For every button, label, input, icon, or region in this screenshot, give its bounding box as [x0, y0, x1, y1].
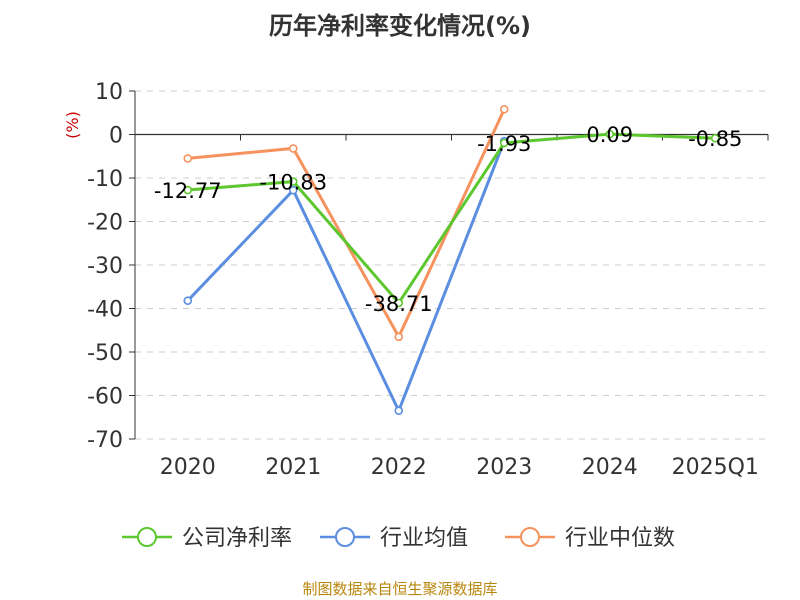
series-0: [183, 129, 720, 308]
y-tick-label: -20: [87, 211, 123, 236]
y-tick-label: -50: [87, 341, 123, 366]
y-tick-label: -60: [87, 385, 123, 410]
y-tick-label: -10: [87, 167, 123, 192]
data-point: [288, 144, 298, 153]
legend-item-1[interactable]: 行业均值: [320, 526, 468, 551]
y-axis-unit-label: (%): [63, 111, 82, 139]
data-point: [499, 104, 509, 114]
data-point: [394, 406, 404, 416]
data-point: [710, 133, 720, 143]
legend-swatch-icon: [520, 527, 540, 547]
x-tick-label: 2025Q1: [672, 455, 759, 480]
data-point: [183, 296, 193, 305]
x-tick-label: 2020: [160, 455, 216, 480]
chart-title: 历年净利率变化情况(%): [269, 12, 531, 40]
data-point: [499, 138, 509, 148]
series-2: [183, 104, 509, 342]
x-tick-label: 2022: [371, 455, 427, 480]
y-tick-label: 10: [95, 80, 123, 105]
series-line: [186, 140, 506, 413]
data-label: -38.71: [365, 292, 433, 316]
data-label: -12.77: [154, 179, 222, 203]
y-tick-label: -40: [87, 298, 123, 323]
data-point: [288, 185, 298, 195]
data-point: [183, 185, 193, 195]
series-1: [183, 136, 509, 416]
legend-swatch-icon: [335, 527, 355, 547]
data-point: [394, 298, 404, 308]
source-note: 制图数据来自恒生聚源数据库: [302, 580, 497, 598]
data-point: [183, 154, 193, 163]
series-line: [187, 132, 716, 305]
legend-label: 公司净利率: [182, 526, 292, 551]
y-tick-label: -30: [87, 254, 123, 279]
data-labels: -12.77 -10.83 -38.71 -1.93 0.09 -0.85: [154, 123, 743, 316]
legend-item-2[interactable]: 行业中位数: [505, 526, 675, 551]
data-label: -1.93: [477, 132, 531, 156]
data-point: [605, 129, 615, 139]
data-label: 0.09: [586, 123, 633, 147]
x-tick-label: 2024: [582, 455, 638, 480]
axes: 10 0 -10 -20 -30 -40 -50 -60 -70 2020 2021 2022 2023…: [87, 80, 769, 480]
y-tick-label: -70: [87, 428, 123, 453]
data-label: -0.85: [688, 127, 742, 151]
legend[interactable]: 公司净利率 行业均值 行业中位数: [122, 526, 675, 551]
grid-lines: [135, 90, 768, 440]
y-tick-label: 0: [109, 124, 123, 149]
series-lines: [183, 104, 720, 416]
data-point: [394, 332, 404, 342]
legend-label: 行业均值: [380, 526, 468, 551]
x-tick-label: 2023: [476, 455, 532, 480]
legend-swatch-icon: [137, 527, 157, 547]
legend-label: 行业中位数: [565, 526, 675, 551]
x-tick-label: 2021: [265, 455, 321, 480]
legend-item-0[interactable]: 公司净利率: [122, 526, 292, 551]
data-label: -10.83: [259, 171, 327, 195]
data-point: [288, 177, 298, 186]
